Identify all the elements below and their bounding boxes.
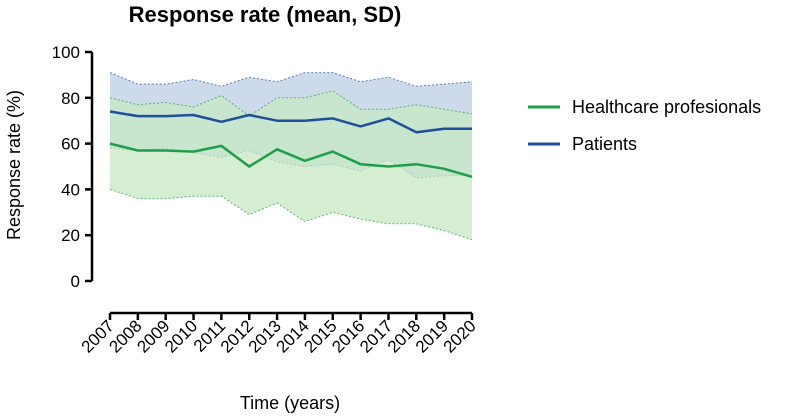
y-tick-label: 80 bbox=[61, 89, 80, 108]
y-tick-label: 100 bbox=[52, 43, 80, 62]
axes: 0204060801002007200820092010201120122013… bbox=[52, 43, 480, 357]
y-axis-label: Response rate (%) bbox=[4, 90, 24, 240]
y-tick-label: 0 bbox=[71, 272, 80, 291]
y-tick-label: 40 bbox=[61, 180, 80, 199]
legend: Healthcare profesionals Patients bbox=[528, 97, 761, 154]
sd-band-healthcare bbox=[110, 90, 472, 240]
mean-lines bbox=[109, 110, 473, 179]
legend-label-patients: Patients bbox=[572, 134, 637, 154]
x-axis-label: Time (years) bbox=[240, 393, 340, 413]
chart-title: Response rate (mean, SD) bbox=[129, 2, 402, 27]
mean-line-healthcare bbox=[109, 142, 473, 179]
sd-lower-healthcare bbox=[109, 188, 473, 241]
sd-upper-healthcare bbox=[109, 90, 473, 117]
y-tick-label: 20 bbox=[61, 226, 80, 245]
sd-bands bbox=[109, 72, 473, 241]
mean-line-patients bbox=[109, 110, 472, 134]
x-tick-label: 2020 bbox=[440, 316, 480, 356]
y-tick-label: 60 bbox=[61, 135, 80, 154]
legend-label-healthcare: Healthcare profesionals bbox=[572, 97, 761, 117]
